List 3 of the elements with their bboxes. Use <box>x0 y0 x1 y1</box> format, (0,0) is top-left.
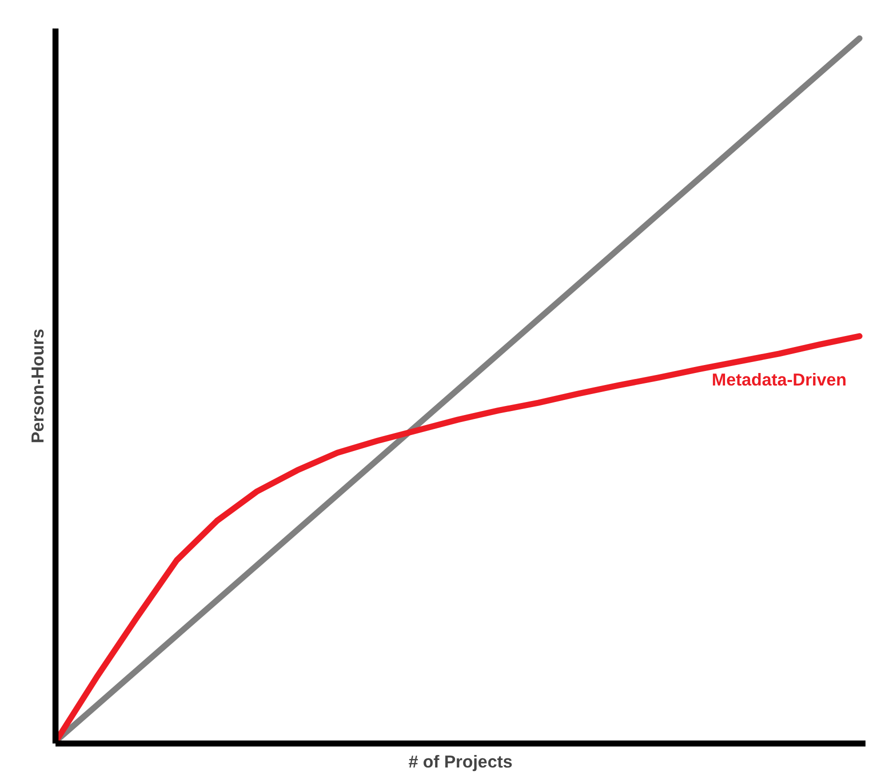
series-label: Metadata-Driven <box>712 370 847 390</box>
y-axis-title: Person-Hours <box>28 328 48 444</box>
x-axis-title: # of Projects <box>408 752 513 772</box>
